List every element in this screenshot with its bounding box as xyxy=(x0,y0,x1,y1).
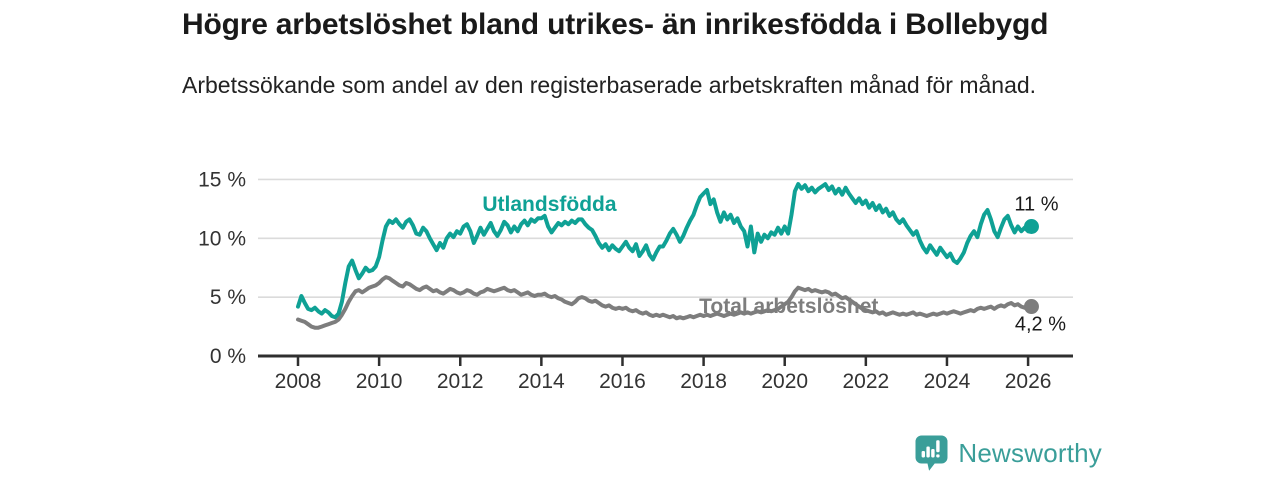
end-value-label-utlandsfodda: 11 % xyxy=(1014,194,1058,216)
axes-group: 0 % 5 % 10 % 15 % 2008 2010 2012 2014 2016 2018 20… xyxy=(198,168,1073,393)
series-line-0 xyxy=(296,182,1034,320)
x-tick-label: 2020 xyxy=(761,370,808,393)
x-tick-label: 2026 xyxy=(1005,370,1052,393)
x-tick-label: 2012 xyxy=(437,370,484,393)
newsworthy-logo-icon xyxy=(915,435,948,471)
labels-group: Utlandsfödda Total arbetslöshet 11 % 4,2… xyxy=(482,193,1066,335)
end-value-label-total-arbetsloshet: 4,2 % xyxy=(1015,314,1066,336)
series-label-total-arbetsloshet: Total arbetslöshet xyxy=(699,295,878,318)
chart-title: Högre arbetslöshet bland utrikes- än inr… xyxy=(182,8,1049,41)
logo-bar-chart xyxy=(922,440,941,458)
y-tick-label: 15 % xyxy=(198,168,246,191)
series-group xyxy=(296,182,1039,330)
y-tick-label: 10 % xyxy=(198,227,246,250)
x-tick-label: 2008 xyxy=(275,370,322,393)
chart-subtitle: Arbetssökande som andel av den registerb… xyxy=(182,72,1037,98)
newsworthy-branding: Newsworthy xyxy=(915,435,1102,472)
x-tick-label: 2024 xyxy=(924,370,971,393)
x-tick-label: 2018 xyxy=(680,370,727,393)
series-line-1 xyxy=(296,275,1034,330)
logo-exclamation-bar xyxy=(936,440,941,453)
x-tick-label: 2014 xyxy=(518,370,565,393)
x-tick-label: 2022 xyxy=(842,370,889,393)
x-tick-label: 2010 xyxy=(356,370,403,393)
x-tick-label: 2016 xyxy=(599,370,646,393)
newsworthy-wordmark: Newsworthy xyxy=(958,438,1102,468)
y-tick-label: 0 % xyxy=(210,345,246,368)
series-label-utlandsfodda: Utlandsfödda xyxy=(482,193,616,216)
y-tick-label: 5 % xyxy=(210,286,246,309)
logo-exclamation-dot xyxy=(936,454,941,458)
series-end-dot-0 xyxy=(1023,219,1039,235)
series-end-dot-1 xyxy=(1023,299,1039,315)
